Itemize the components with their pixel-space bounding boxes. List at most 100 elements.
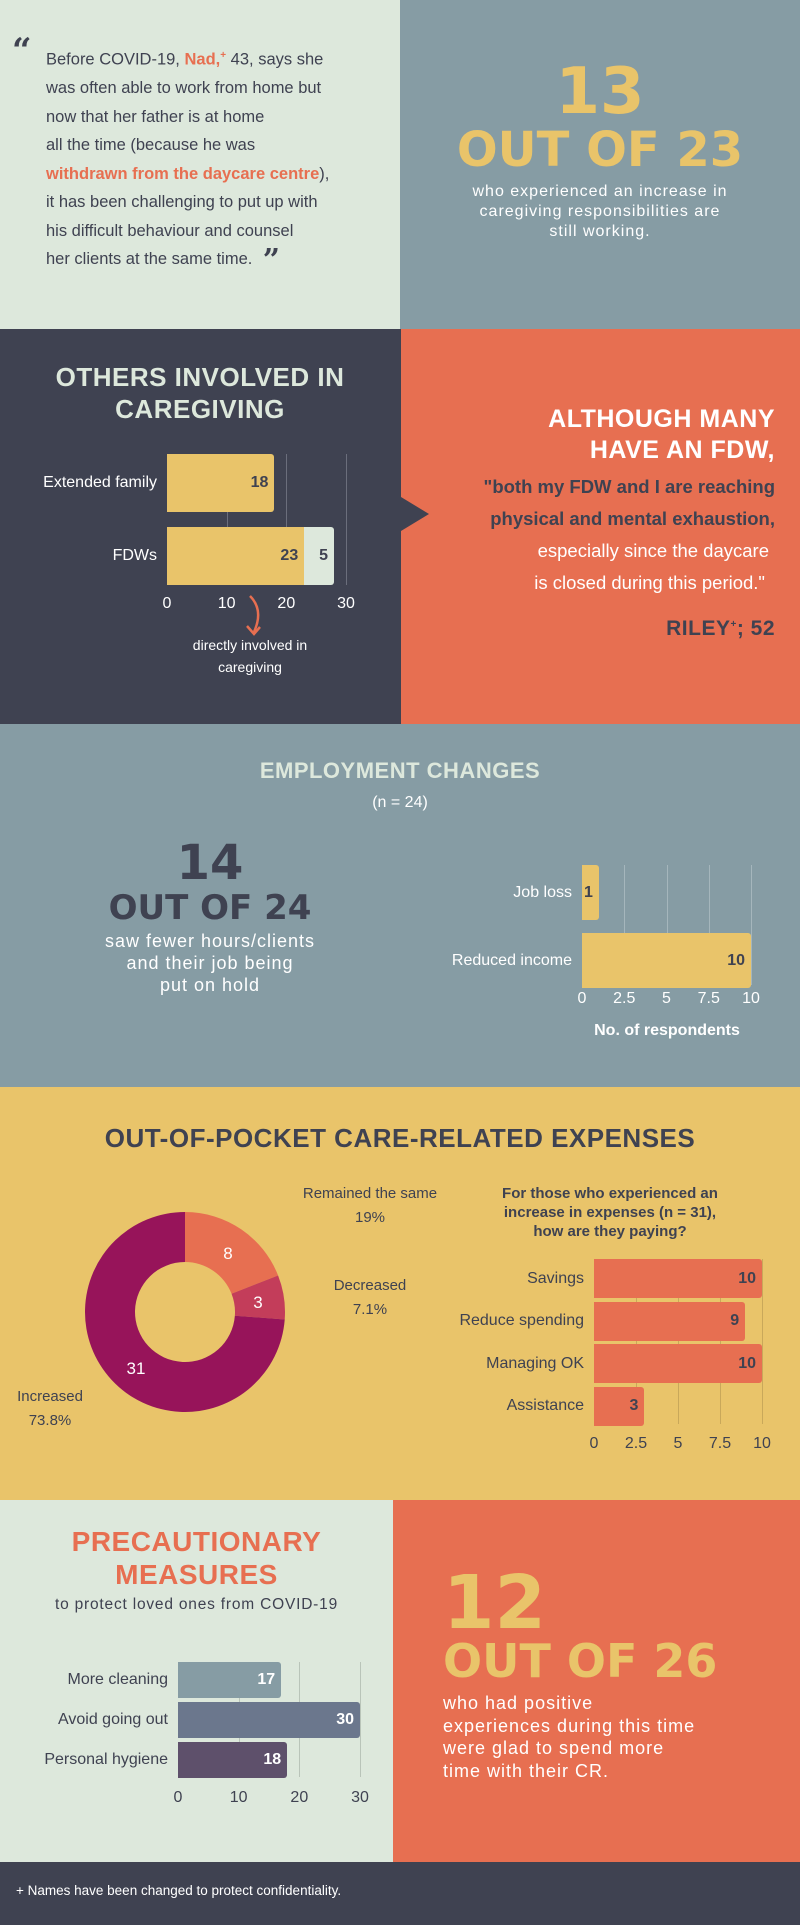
x-tick-label: 2.5 <box>613 990 636 1007</box>
x-tick-label: 0 <box>173 1789 183 1806</box>
employment-n: (n = 24) <box>372 794 428 811</box>
note-line: caregiving <box>218 659 282 675</box>
bar-value-label: 18 <box>263 1751 282 1768</box>
slice-value-label: 8 <box>223 1244 232 1263</box>
others-title: OTHERS INVOLVED IN CAREGIVING <box>0 361 400 425</box>
category-label: FDWs <box>112 547 157 564</box>
x-tick-label: 10 <box>753 1435 771 1452</box>
grid-line <box>762 1259 763 1424</box>
employment-panel: EMPLOYMENT CHANGES (n = 24) 14 OUT OF 24… <box>0 724 800 1087</box>
slice-legend-label: Increased 73.8% <box>0 1385 100 1433</box>
title-line: increase in expenses (n = 31), <box>503 1204 717 1221</box>
title-line: OTHERS INVOLVED IN <box>55 362 345 392</box>
stat-number: 12 <box>443 1560 546 1646</box>
caption-line: were glad to spend more <box>443 1738 665 1758</box>
precaution-subtitle: to protect loved ones from COVID-19 <box>54 1596 338 1613</box>
quote-line: Before COVID-19, <box>46 50 185 69</box>
dagger-mark: + <box>220 50 227 61</box>
bar-value-label: 1 <box>583 883 593 901</box>
bar <box>594 1386 645 1426</box>
slice-category: Decreased <box>333 1277 407 1294</box>
bar <box>594 1301 746 1341</box>
riley-quote: "both my FDW and I are reaching physical… <box>484 471 775 599</box>
quote-line: her clients at the same time. <box>46 250 253 268</box>
x-tick-label: 20 <box>290 1789 309 1806</box>
stat-out-of: OUT OF 23 <box>456 122 744 178</box>
stat-panel-caregiving: 13 OUT OF 23 who experienced an increase… <box>400 0 800 329</box>
stat-panel-positive: 12 OUT OF 26 who had positive experiences… <box>393 1500 800 1862</box>
title-line: CAREGIVING <box>115 394 285 424</box>
slice-percent: 19% <box>354 1209 386 1226</box>
x-tick-label: 7.5 <box>697 990 720 1007</box>
close-quote-icon: ” <box>252 243 281 278</box>
bar <box>582 865 599 920</box>
quote-line: physical and mental exhaustion, <box>490 508 775 529</box>
title-line: PRECAUTIONARY <box>71 1526 322 1557</box>
bar <box>167 527 305 585</box>
x-tick-label: 10 <box>229 1789 248 1806</box>
x-tick-label: 2.5 <box>624 1435 648 1452</box>
quote-line: 43, says she <box>226 50 324 69</box>
bar <box>178 1702 360 1738</box>
stat-caption: who had positive experiences during this … <box>443 1692 695 1782</box>
title-line: For those who experienced an <box>502 1185 718 1202</box>
x-tick-label: 7.5 <box>708 1435 732 1452</box>
quote-panel: “ Before COVID-19, Nad,+ 43, says she wa… <box>0 0 400 329</box>
caption-line: experiences during this time <box>443 1715 696 1736</box>
attribution-name: RILEY <box>666 617 731 640</box>
bar-value-label: 18 <box>250 474 269 491</box>
caption-line: who had positive <box>443 1693 594 1713</box>
category-label: Managing OK <box>486 1354 584 1372</box>
slice-legend-label: Decreased 7.1% <box>320 1274 420 1322</box>
grid-line <box>708 865 710 985</box>
x-tick-label: 5 <box>673 1435 683 1452</box>
bar <box>582 933 751 988</box>
annotation: directly involved in caregiving <box>170 634 330 678</box>
grid-line <box>678 1259 679 1424</box>
heading-line: HAVE AN FDW, <box>589 436 775 464</box>
bar-value-label: 3 <box>629 1397 639 1414</box>
category-label: Assistance <box>506 1397 584 1414</box>
precaution-panel: PRECAUTIONARY MEASURES to protect loved o… <box>0 1500 393 1862</box>
grid-line <box>720 1259 721 1424</box>
speech-pointer <box>401 497 429 531</box>
quote-line: all the time (because he was <box>46 136 256 154</box>
bar <box>594 1259 762 1298</box>
slice-percent: 73.8% <box>28 1412 72 1429</box>
expenses-panel: OUT-OF-POCKET CARE-RELATED EXPENSES 8 3 31… <box>0 1087 800 1500</box>
x-tick-label: 10 <box>217 595 236 612</box>
stat-number: 13 <box>555 55 645 129</box>
employment-title: EMPLOYMENT CHANGES <box>259 758 541 783</box>
quote-name: Nad, <box>184 50 221 69</box>
grid-line <box>226 454 228 585</box>
grid-line <box>360 1662 361 1777</box>
footer: + Names have been changed to protect con… <box>0 1862 800 1925</box>
slice-value-label: 3 <box>253 1293 262 1312</box>
bar <box>594 1344 762 1383</box>
category-label: Savings <box>527 1269 584 1287</box>
title-line: how are they paying? <box>533 1223 687 1240</box>
title-line: MEASURES <box>115 1559 278 1590</box>
category-label: Job loss <box>513 883 572 901</box>
grid-line <box>636 1259 637 1424</box>
x-tick-label: 30 <box>351 1789 369 1806</box>
riley-heading: ALTHOUGH MANY HAVE AN FDW, <box>548 404 775 466</box>
slice-value-label: 31 <box>127 1359 146 1378</box>
quote-line: his difficult behaviour and counsel <box>46 221 294 240</box>
category-label: Reduced income <box>451 951 572 969</box>
stat-out-of: OUT OF 26 <box>443 1634 718 1688</box>
bar <box>304 527 335 585</box>
x-tick-label: 0 <box>589 1435 599 1452</box>
quote-line: now that her father is at home <box>46 107 265 126</box>
quote-line: it has been challenging to put up with <box>46 193 318 211</box>
stat-number: 14 <box>176 835 244 891</box>
grid-line <box>346 454 347 585</box>
heading-line: ALTHOUGH MANY <box>548 405 775 433</box>
quote-line: is closed during this period." <box>534 572 765 593</box>
bar <box>167 454 275 512</box>
caption-line: put on hold <box>159 975 261 995</box>
riley-panel: ALTHOUGH MANY HAVE AN FDW, "both my FDW a… <box>401 329 800 724</box>
category-label: Personal hygiene <box>44 1751 168 1768</box>
category-label: Reduce spending <box>459 1312 584 1329</box>
quote-line: especially since the daycare <box>537 540 769 561</box>
